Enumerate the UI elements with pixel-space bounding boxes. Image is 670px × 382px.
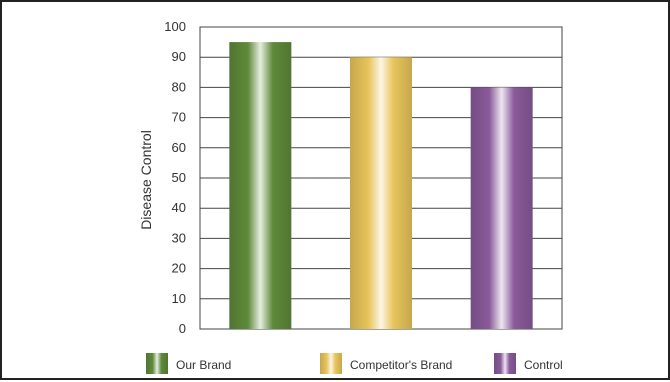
legend-label: Our Brand: [176, 358, 231, 372]
bar-competitor-s-brand: [350, 57, 412, 329]
y-axis: 0 10 20 30 40 50 60 70 80 90 100: [164, 19, 186, 336]
y-tick-label: 10: [172, 291, 186, 306]
y-tick-label: 90: [172, 49, 186, 64]
y-axis-label: Disease Control: [138, 130, 154, 230]
y-tick-label: 20: [172, 261, 186, 276]
bar-control: [470, 87, 533, 330]
bars: [229, 42, 533, 330]
y-tick-label: 50: [172, 170, 186, 185]
y-tick-label: 60: [172, 140, 186, 155]
y-tick-label: 0: [179, 321, 186, 336]
legend-swatch: [146, 353, 168, 374]
legend-label: Control: [524, 358, 563, 372]
legend-swatch: [320, 353, 342, 374]
legend: Our Brand Competitor's Brand Control: [146, 353, 563, 374]
bar-our-brand: [229, 42, 292, 329]
y-tick-label: 70: [172, 110, 186, 125]
y-tick-label: 30: [172, 230, 186, 245]
y-tick-label: 40: [172, 200, 186, 215]
legend-label: Competitor's Brand: [350, 358, 452, 372]
y-tick-label: 100: [164, 19, 186, 34]
legend-swatch: [494, 353, 516, 374]
y-tick-label: 80: [172, 79, 186, 94]
